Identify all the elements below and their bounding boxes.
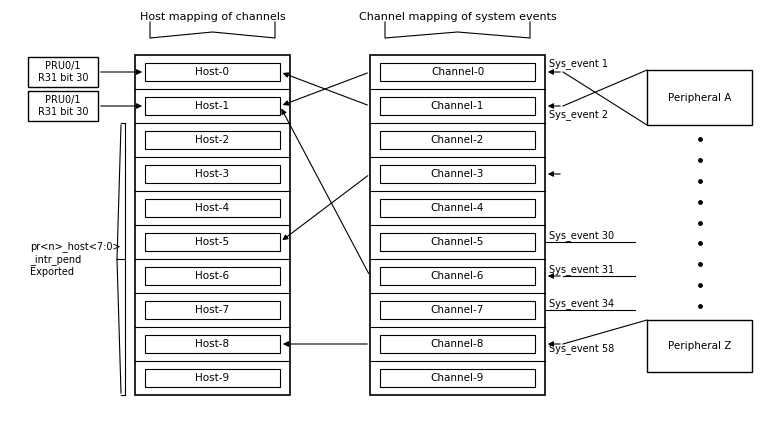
- Text: Peripheral Z: Peripheral Z: [668, 341, 732, 351]
- Text: Host-6: Host-6: [195, 271, 230, 281]
- Bar: [28, 57, 98, 87]
- Text: PRU0/1
R31 bit 30: PRU0/1 R31 bit 30: [38, 61, 88, 83]
- Text: Channel-9: Channel-9: [430, 373, 484, 383]
- Bar: [380, 131, 535, 149]
- Text: Sys_event 2: Sys_event 2: [549, 109, 608, 120]
- Text: Host-7: Host-7: [195, 305, 230, 315]
- Bar: [145, 369, 280, 387]
- Text: Sys_event 58: Sys_event 58: [549, 343, 614, 354]
- Bar: [145, 301, 280, 319]
- Text: Peripheral A: Peripheral A: [668, 93, 732, 102]
- Bar: [380, 233, 535, 251]
- Bar: [145, 131, 280, 149]
- Text: Host-9: Host-9: [195, 373, 230, 383]
- Text: Host-5: Host-5: [195, 237, 230, 247]
- Text: Host mapping of channels: Host mapping of channels: [139, 12, 286, 22]
- Bar: [145, 165, 280, 183]
- Text: Host-1: Host-1: [195, 101, 230, 111]
- Text: Channel-8: Channel-8: [430, 339, 484, 349]
- Bar: [145, 335, 280, 353]
- Bar: [380, 267, 535, 285]
- Bar: [380, 199, 535, 217]
- Text: Host-3: Host-3: [195, 169, 230, 179]
- Text: Channel-4: Channel-4: [430, 203, 484, 213]
- Text: Sys_event 31: Sys_event 31: [549, 264, 614, 275]
- Bar: [380, 97, 535, 115]
- Text: Host-8: Host-8: [195, 339, 230, 349]
- Text: Host-4: Host-4: [195, 203, 230, 213]
- Text: Channel-5: Channel-5: [430, 237, 484, 247]
- Bar: [370, 55, 545, 395]
- Bar: [145, 97, 280, 115]
- Bar: [145, 199, 280, 217]
- Text: Host-0: Host-0: [195, 67, 230, 77]
- Text: Host-2: Host-2: [195, 135, 230, 145]
- Bar: [380, 369, 535, 387]
- Text: Channel-1: Channel-1: [430, 101, 484, 111]
- Bar: [145, 63, 280, 81]
- Text: PRU0/1
R31 bit 30: PRU0/1 R31 bit 30: [38, 95, 88, 117]
- Bar: [380, 165, 535, 183]
- Bar: [135, 55, 290, 395]
- Text: pr<n>_host<7:0>
_intr_pend
Exported: pr<n>_host<7:0> _intr_pend Exported: [30, 242, 120, 277]
- Bar: [28, 91, 98, 121]
- Bar: [380, 335, 535, 353]
- Text: Sys_event 1: Sys_event 1: [549, 58, 608, 69]
- Bar: [380, 301, 535, 319]
- Bar: [380, 63, 535, 81]
- Text: Sys_event 30: Sys_event 30: [549, 230, 614, 241]
- Text: Channel-6: Channel-6: [430, 271, 484, 281]
- Text: Channel-2: Channel-2: [430, 135, 484, 145]
- Text: Sys_event 34: Sys_event 34: [549, 298, 614, 309]
- Text: Channel-3: Channel-3: [430, 169, 484, 179]
- Text: Channel-7: Channel-7: [430, 305, 484, 315]
- Text: Channel mapping of system events: Channel mapping of system events: [358, 12, 556, 22]
- Bar: [145, 267, 280, 285]
- Bar: [647, 320, 752, 372]
- Bar: [647, 70, 752, 125]
- Text: Channel-0: Channel-0: [430, 67, 484, 77]
- Bar: [145, 233, 280, 251]
